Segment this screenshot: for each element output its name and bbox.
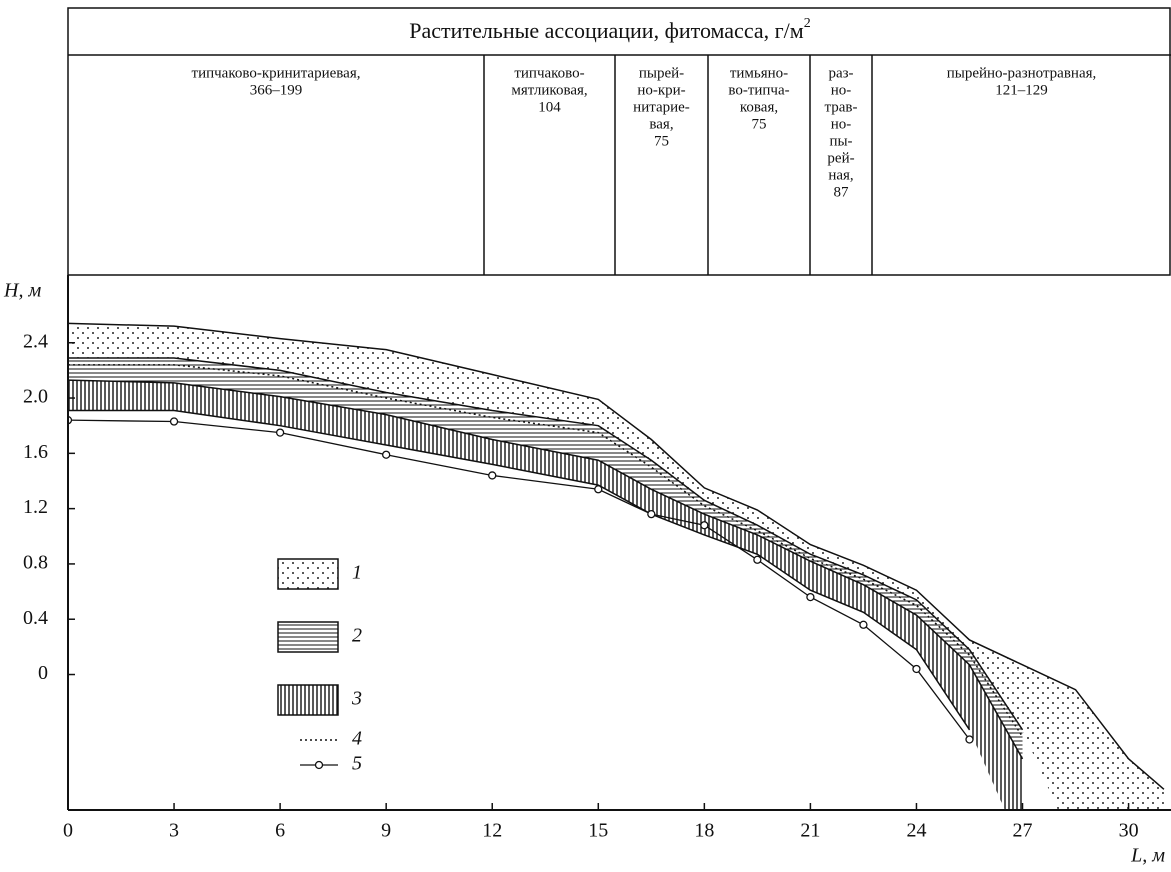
dotted-line <box>68 364 1024 738</box>
column-label: но-кри- <box>637 82 685 98</box>
marker <box>647 510 656 519</box>
marker <box>965 735 974 744</box>
column-label: 75 <box>752 116 767 132</box>
plot-area <box>68 322 1165 810</box>
column-label: раз- <box>828 65 853 81</box>
marker <box>700 521 709 530</box>
legend-label: 2 <box>352 625 362 647</box>
y-axis-label: H, м <box>3 280 41 302</box>
legend-swatch <box>277 558 339 590</box>
column-label: типчаково- <box>514 65 584 81</box>
x-tick-label: 9 <box>381 820 391 842</box>
legend-label: 5 <box>352 753 362 775</box>
legend-label: 1 <box>352 562 362 584</box>
y-tick-label: 0 <box>38 662 48 684</box>
x-tick-label: 12 <box>482 820 502 842</box>
column-label: ковая, <box>740 99 778 115</box>
marker <box>488 471 497 480</box>
x-tick-label: 15 <box>588 820 608 842</box>
column-label: 366–199 <box>250 82 303 98</box>
marker <box>806 592 815 602</box>
x-tick-label: 0 <box>63 820 73 842</box>
x-tick-label: 27 <box>1013 820 1033 842</box>
legend-swatch <box>277 684 339 716</box>
marker <box>912 664 921 674</box>
band-3 <box>68 380 1023 810</box>
band-edge <box>68 379 1024 760</box>
x-tick-label: 24 <box>906 820 926 842</box>
column-label: пырейно-разнотравная, <box>947 65 1097 81</box>
marker <box>382 450 391 459</box>
y-tick-label: 2.4 <box>23 330 48 352</box>
marker <box>275 428 285 437</box>
column-label: рей- <box>827 150 854 166</box>
marker <box>859 620 868 629</box>
column-label: 75 <box>654 133 669 149</box>
column-label: тимьяно- <box>730 65 788 81</box>
legend-swatch <box>277 621 339 653</box>
column-label: 104 <box>538 99 561 115</box>
y-tick-label: 0.8 <box>23 552 48 574</box>
x-tick-label: 3 <box>169 820 179 842</box>
y-tick-label: 1.2 <box>23 496 48 518</box>
column-label: но- <box>831 82 852 98</box>
band-edge <box>68 357 1024 731</box>
column-label: пы- <box>829 133 852 149</box>
x-tick-label: 18 <box>694 820 714 842</box>
legend-label: 3 <box>351 688 362 710</box>
column-label: во-типча- <box>728 82 789 98</box>
marker <box>594 485 603 494</box>
y-tick-label: 1.6 <box>23 441 48 463</box>
x-tick-label: 30 <box>1119 820 1139 842</box>
column-label: пырей- <box>639 65 684 81</box>
header-table <box>67 7 1171 276</box>
x-tick-label: 6 <box>275 820 285 842</box>
column-label: типчаково-кринитариевая, <box>192 65 361 81</box>
column-label: 87 <box>834 184 850 200</box>
band-2 <box>68 357 1023 810</box>
column-label: вая, <box>649 116 673 132</box>
x-axis-label: L, м <box>1130 845 1165 867</box>
legend-swatch <box>314 760 324 770</box>
column-label: трав- <box>825 99 858 115</box>
band-edge <box>68 322 1165 790</box>
marker <box>753 555 762 564</box>
column-label: мятликовая, <box>511 82 587 98</box>
band-1 <box>68 323 1164 810</box>
column-label: нитарие- <box>633 99 690 115</box>
x-tick-label: 21 <box>800 820 820 842</box>
column-label: но- <box>831 116 852 132</box>
legend-label: 4 <box>352 728 362 750</box>
header-title: Растительные ассоциации, фитомасса, г/м2 <box>409 16 810 43</box>
column-label: 121–129 <box>995 82 1048 98</box>
column-label: ная, <box>828 167 853 183</box>
marker <box>169 417 179 426</box>
y-tick-label: 0.4 <box>23 607 48 629</box>
y-tick-label: 2.0 <box>23 386 48 408</box>
